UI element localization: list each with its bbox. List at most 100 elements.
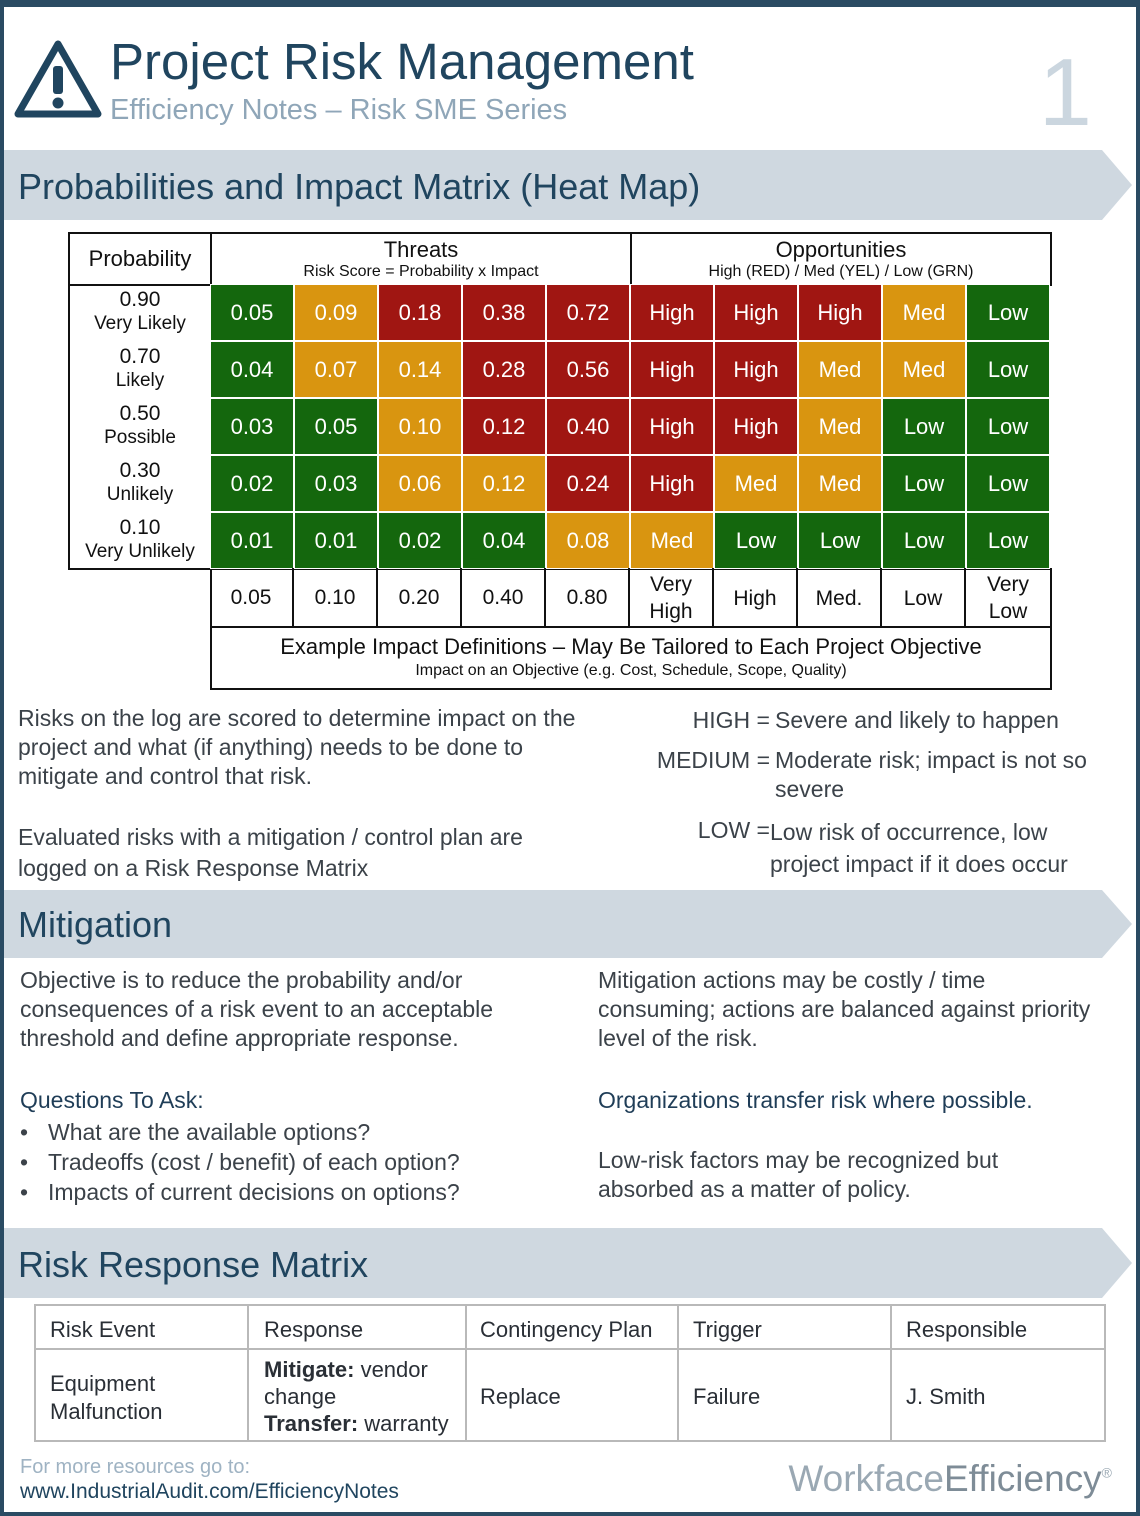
- probability-label: Unlikely: [106, 484, 174, 505]
- probability-label: Very Unlikely: [85, 541, 195, 562]
- threat-score-cell: 0.18: [378, 284, 462, 341]
- section-title-response: Risk Response Matrix: [18, 1244, 369, 1285]
- section-title-mitigation: Mitigation: [18, 904, 173, 945]
- transfer-label: Transfer:: [264, 1411, 359, 1436]
- bullet-icon: •: [20, 1119, 29, 1145]
- opportunity-level-cell: Med: [882, 284, 966, 341]
- footer-resources-link[interactable]: www.IndustrialAudit.com/EfficiencyNotes: [20, 1480, 399, 1503]
- probability-label: Very Likely: [94, 313, 186, 334]
- high-key: HIGH =: [692, 707, 770, 733]
- probability-value: 0.90: [119, 288, 161, 311]
- threat-score-cell: 0.02: [210, 455, 294, 512]
- probability-header-box: Probability: [68, 232, 212, 286]
- page-title: Project Risk Management: [110, 33, 694, 90]
- impact-threat-value: 0.20: [378, 568, 462, 628]
- questions-list: • What are the available options? • Tradeof…: [20, 1117, 460, 1207]
- question-item: • What are the available options?: [20, 1117, 460, 1147]
- opportunity-level-cell: Med: [798, 398, 882, 455]
- question-item: • Impacts of current decisions on options…: [20, 1177, 460, 1207]
- opportunity-level-cell: Med: [630, 512, 714, 569]
- probability-row-label: 0.10 Very Unlikely: [68, 516, 212, 564]
- threat-score-cell: 0.12: [462, 455, 546, 512]
- threat-score-cell: 0.05: [294, 398, 378, 455]
- probability-row-label: 0.90 Very Likely: [68, 288, 212, 336]
- impact-definition-title: Example Impact Definitions – May Be Tail…: [280, 634, 982, 659]
- mitigate-text: vendor change: [264, 1357, 428, 1409]
- probability-row-label: 0.30 Unlikely: [68, 459, 212, 507]
- section-band-heatmap: Probabilities and Impact Matrix (Heat Ma…: [4, 150, 1132, 220]
- threat-score-cell: 0.14: [378, 341, 462, 398]
- table-header-divider: [36, 1348, 1104, 1350]
- impact-opportunity-value: Low: [882, 568, 966, 628]
- opportunity-level-cell: Low: [966, 398, 1050, 455]
- workface-efficiency-logo: WorkfaceEfficiency®: [788, 1458, 1112, 1499]
- threat-score-cell: 0.56: [546, 341, 630, 398]
- threats-header-box: Threats Risk Score = Probability x Impac…: [210, 232, 632, 286]
- threat-score-cell: 0.09: [294, 284, 378, 341]
- impact-definition-box: Example Impact Definitions – May Be Tail…: [210, 626, 1052, 690]
- question-item: • Tradeoffs (cost / benefit) of each opti…: [20, 1147, 460, 1177]
- opportunity-level-cell: Low: [882, 398, 966, 455]
- threat-score-cell: 0.28: [462, 341, 546, 398]
- threat-score-cell: 0.40: [546, 398, 630, 455]
- warning-triangle-icon: [14, 40, 102, 118]
- bullet-icon: •: [20, 1179, 29, 1205]
- col-header-trigger: Trigger: [693, 1317, 762, 1342]
- threat-score-cell: 0.24: [546, 455, 630, 512]
- col-header-contingency: Contingency Plan: [480, 1317, 653, 1342]
- threat-score-cell: 0.10: [378, 398, 462, 455]
- col-header-risk-event: Risk Event: [50, 1317, 156, 1342]
- col-header-response: Response: [264, 1317, 364, 1342]
- opportunities-header-box: Opportunities High (RED) / Med (YEL) / L…: [630, 232, 1052, 286]
- threat-score-cell: 0.72: [546, 284, 630, 341]
- footer-resources-label: For more resources go to:: [20, 1456, 251, 1478]
- impact-opportunity-value: Very High: [630, 568, 714, 628]
- page-number: 1: [1038, 39, 1092, 146]
- probability-column: [68, 284, 212, 570]
- table-column-divider: [677, 1306, 679, 1440]
- opportunity-level-cell: Low: [966, 455, 1050, 512]
- cell-risk-event: Equipment Malfunction: [50, 1371, 163, 1424]
- col-header-responsible: Responsible: [906, 1317, 1028, 1342]
- opportunity-level-cell: Low: [798, 512, 882, 569]
- opportunity-level-cell: High: [714, 341, 798, 398]
- section-band-mitigation: Mitigation: [4, 890, 1132, 958]
- table-column-divider: [890, 1306, 892, 1440]
- opportunity-level-cell: High: [714, 284, 798, 341]
- opportunity-level-cell: Low: [882, 455, 966, 512]
- threat-score-cell: 0.01: [210, 512, 294, 569]
- opportunity-level-cell: Med: [798, 341, 882, 398]
- probability-label: Possible: [104, 427, 176, 448]
- threat-score-cell: 0.05: [210, 284, 294, 341]
- threat-score-cell: 0.04: [462, 512, 546, 569]
- probability-header: Probability: [88, 246, 192, 271]
- question-text: Impacts of current decisions on options?: [48, 1179, 460, 1205]
- threat-score-cell: 0.12: [462, 398, 546, 455]
- probability-value: 0.70: [119, 345, 161, 368]
- opportunity-level-cell: Low: [966, 341, 1050, 398]
- opportunity-level-cell: High: [630, 284, 714, 341]
- probability-row-label: 0.70 Likely: [68, 345, 212, 393]
- questions-title: Questions To Ask:: [20, 1087, 204, 1113]
- high-definition: Severe and likely to happen: [775, 707, 1059, 733]
- mitigation-low-risk: Low-risk factors may be recognized but a…: [598, 1147, 999, 1202]
- threat-score-cell: 0.03: [210, 398, 294, 455]
- opportunity-level-cell: Med: [714, 455, 798, 512]
- opportunity-level-cell: Low: [714, 512, 798, 569]
- impact-definition-subtitle: Impact on an Objective (e.g. Cost, Sched…: [415, 662, 847, 679]
- impact-opportunity-value: Med.: [798, 568, 882, 628]
- section-title-heatmap: Probabilities and Impact Matrix (Heat Ma…: [18, 166, 701, 207]
- opportunity-level-cell: Low: [966, 512, 1050, 569]
- impact-threat-value: 0.80: [546, 568, 630, 628]
- opportunity-level-cell: Med: [882, 341, 966, 398]
- opportunities-title: Opportunities: [775, 237, 907, 262]
- opportunity-level-cell: High: [714, 398, 798, 455]
- threat-score-cell: 0.06: [378, 455, 462, 512]
- section-band-response: Risk Response Matrix: [4, 1228, 1132, 1298]
- low-definition: Low risk of occurrence, low project impa…: [770, 819, 1068, 877]
- threats-title: Threats: [383, 237, 459, 262]
- opportunity-level-cell: Low: [966, 284, 1050, 341]
- threat-score-cell: 0.08: [546, 512, 630, 569]
- threat-score-cell: 0.38: [462, 284, 546, 341]
